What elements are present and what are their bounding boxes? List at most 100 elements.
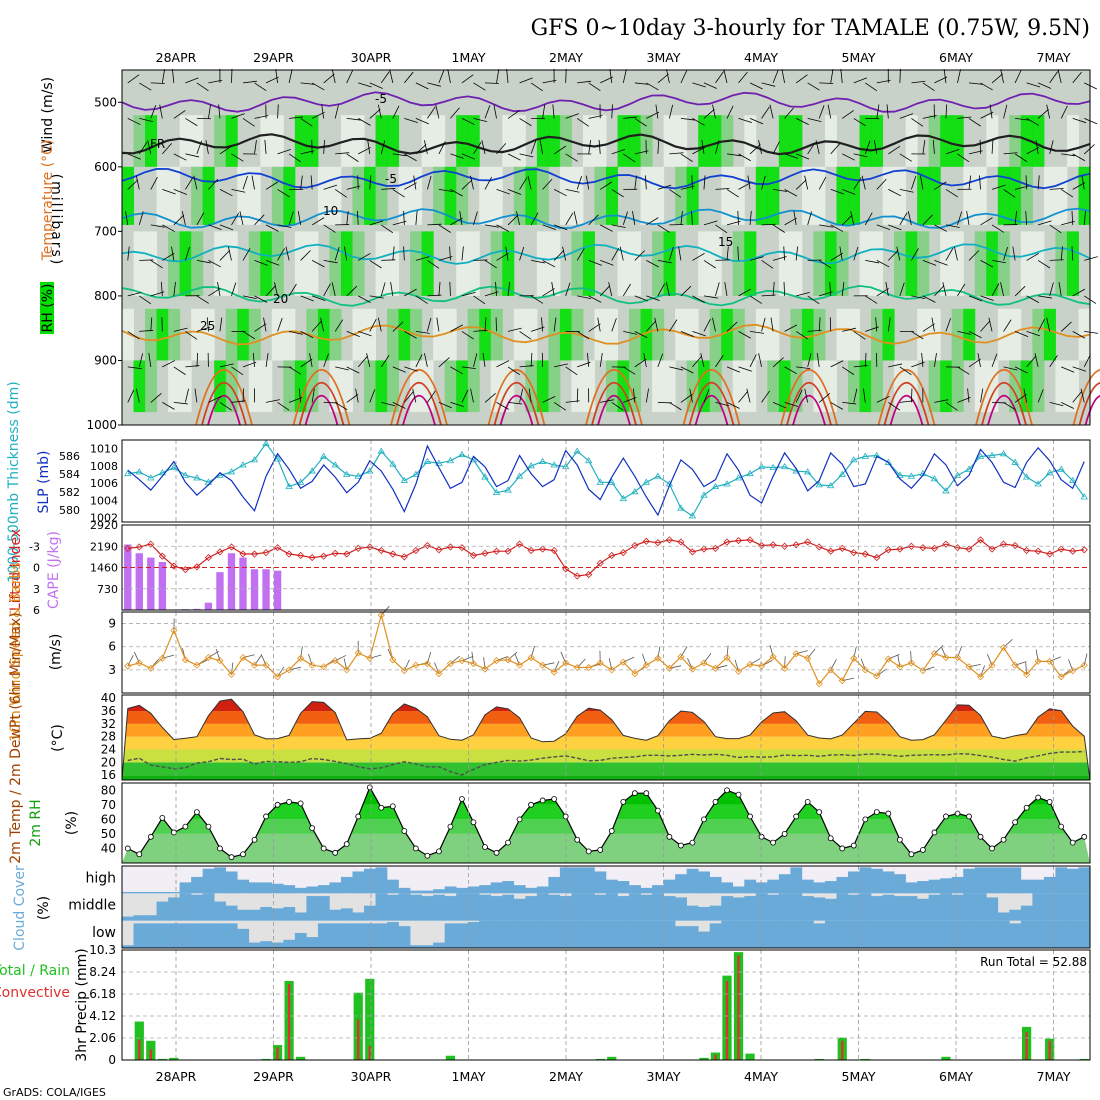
rh-shade-cell (352, 166, 365, 225)
wind-barb (185, 331, 198, 340)
rh-line-point (701, 816, 707, 823)
wind-barb (415, 144, 427, 155)
wind-speed-line-point (446, 660, 454, 668)
cloud-cell-high (421, 890, 434, 894)
wind-barb (1003, 366, 1018, 371)
wind-barb (274, 282, 278, 296)
rh-dry-cell (663, 360, 676, 413)
temp-band (122, 699, 1090, 712)
wind-barb (147, 140, 152, 154)
cloud-cell-high (375, 867, 388, 894)
wind-speed-line (127, 612, 1085, 685)
wind-barb (530, 82, 543, 92)
wind-barb (795, 118, 809, 125)
wind-barb (404, 331, 417, 339)
wind-barb (818, 260, 832, 269)
cloud-cell-low (698, 931, 711, 948)
wind-speed-line-point (792, 650, 800, 658)
rh-shade-cell (133, 115, 146, 167)
rh-dry-cell (525, 308, 538, 361)
surface-isotherm (987, 394, 1021, 426)
wind-speed-line-point (677, 653, 685, 661)
rh-line-point (194, 809, 200, 815)
rh-shade-cell (640, 115, 653, 167)
wind-barb (331, 282, 336, 296)
wind-barb (127, 389, 135, 403)
rh-dry-cell (375, 231, 388, 296)
wind-barb (277, 248, 285, 261)
wind-barb (312, 295, 326, 301)
lifted-index-line-point (1034, 547, 1042, 555)
cloud-cell-low (490, 920, 503, 948)
cloud-cell-low (1055, 920, 1068, 948)
thickness-line-point (527, 462, 535, 469)
rh-shade-cell (582, 231, 595, 296)
wind-barb-10m (784, 656, 786, 669)
wind-barb (1057, 69, 1062, 83)
rh-dry-cell (997, 308, 1010, 361)
rh-dry-cell (732, 166, 745, 225)
rh-shade-cell (467, 360, 480, 413)
rh-band (122, 790, 1090, 805)
cloud-cell-low (617, 920, 630, 948)
lifted-index-line-point (758, 541, 766, 550)
wind-barb (436, 317, 440, 332)
wind-speed-line-point (481, 665, 489, 673)
rh-dry-cell (306, 231, 319, 296)
rh-shade-cell (859, 115, 872, 167)
wind-barb (565, 212, 574, 226)
wind-barb (519, 77, 533, 84)
wind-speed-line-point (354, 649, 362, 657)
cloud-cell-middle (813, 897, 826, 921)
wind-barb (1038, 220, 1052, 226)
cloud-cell-middle (214, 901, 227, 921)
lifted-index-line-point (573, 572, 581, 580)
rh-dry-cell (283, 308, 296, 361)
wind-barb (654, 317, 659, 332)
rh-shade-cell (848, 166, 861, 225)
thickness-line-point (815, 481, 823, 488)
rh-line-point (839, 845, 846, 852)
cloud-cell-middle (260, 907, 273, 921)
cloud-cell-high (652, 885, 664, 894)
wind-barb (381, 224, 394, 234)
wind-barb (737, 246, 739, 261)
wind-barb (875, 317, 878, 332)
cloud-cell-middle (963, 893, 976, 921)
rh-dry-cell (801, 166, 814, 225)
cloud-cell-middle (410, 894, 422, 921)
thickness-line-point (1011, 458, 1019, 465)
cloud-cell-low (686, 926, 699, 948)
wind-barb (761, 260, 774, 269)
wind-barb (896, 246, 901, 261)
wind-barb (461, 118, 475, 125)
wind-barb (542, 224, 556, 231)
wind-barb (853, 77, 867, 84)
wind-speed-line-point (723, 653, 731, 662)
precip-legend-total: Total / Rain (0, 963, 70, 979)
wind-speed-line-point (665, 664, 673, 672)
cloud-cell-high (502, 881, 515, 894)
thickness-line-point (988, 451, 996, 458)
wind-barb (888, 363, 903, 368)
wind-barb (380, 140, 386, 155)
rh-shade-cell (652, 231, 665, 296)
lifted-index-line-point (596, 559, 604, 567)
precip-tick-label: 10.3 (89, 943, 116, 957)
wind-barb (205, 140, 209, 154)
wind-barb (864, 140, 871, 155)
thickness-line-point (780, 462, 789, 470)
wind-barb (196, 82, 209, 92)
rh-shade-cell (444, 360, 457, 413)
wind-barb (127, 179, 139, 190)
wind-barb (1038, 295, 1053, 299)
cloud-cell-high (582, 867, 595, 894)
rh-shade-cell (467, 308, 480, 361)
rh-shade-cell (675, 166, 688, 225)
cloud-cell-middle (421, 896, 434, 921)
wind-barb (888, 250, 899, 261)
cloud-cell-low (974, 920, 987, 948)
wind-barb (193, 175, 198, 190)
wind-barb (288, 211, 294, 226)
wind-barb (726, 402, 740, 409)
